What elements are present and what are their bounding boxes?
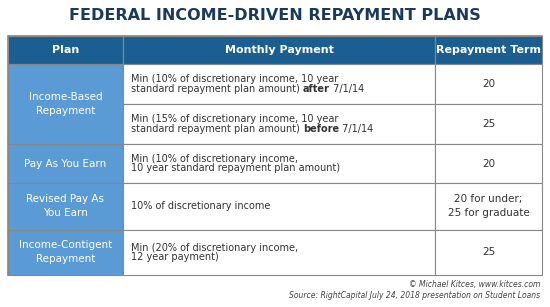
Bar: [435, 104, 542, 144]
Bar: [435, 144, 542, 183]
Text: 10 year standard repayment plan amount): 10 year standard repayment plan amount): [131, 163, 340, 173]
Text: after: after: [303, 84, 329, 94]
Text: Min (10% of discretionary income,: Min (10% of discretionary income,: [131, 154, 298, 164]
Text: 25: 25: [482, 247, 495, 257]
Text: 20 for under;
25 for graduate: 20 for under; 25 for graduate: [448, 194, 530, 218]
Text: 25: 25: [482, 119, 495, 129]
Text: Pay As You Earn: Pay As You Earn: [24, 159, 107, 169]
Text: 20: 20: [482, 159, 495, 169]
Bar: [8, 144, 123, 183]
Bar: [8, 230, 123, 275]
Bar: [123, 104, 435, 144]
Bar: [435, 183, 542, 230]
Text: Income-Based
Repayment: Income-Based Repayment: [29, 92, 102, 116]
Bar: [8, 64, 123, 144]
Bar: [8, 183, 123, 230]
Text: Min (20% of discretionary income,: Min (20% of discretionary income,: [131, 243, 298, 253]
Text: Min (15% of discretionary income, 10 year: Min (15% of discretionary income, 10 yea…: [131, 115, 338, 124]
Text: Plan: Plan: [52, 45, 79, 55]
Text: Source: RightCapital July 24, 2018 presentation on Student Loans: Source: RightCapital July 24, 2018 prese…: [289, 292, 540, 301]
Text: © Michael Kitces, www.kitces.com: © Michael Kitces, www.kitces.com: [409, 281, 540, 290]
Text: 7/1/14: 7/1/14: [329, 84, 364, 94]
Text: 10% of discretionary income: 10% of discretionary income: [131, 201, 270, 212]
Text: Monthly Payment: Monthly Payment: [224, 45, 333, 55]
Text: 20: 20: [482, 79, 495, 89]
Text: Repayment Term: Repayment Term: [436, 45, 541, 55]
Bar: [123, 230, 435, 275]
Text: Income-Contigent
Repayment: Income-Contigent Repayment: [19, 240, 112, 264]
Text: standard repayment plan amount): standard repayment plan amount): [131, 124, 303, 134]
Bar: [435, 64, 542, 104]
Bar: [123, 183, 435, 230]
Text: Min (10% of discretionary income, 10 year: Min (10% of discretionary income, 10 yea…: [131, 74, 338, 84]
Bar: [8, 36, 542, 64]
Bar: [123, 144, 435, 183]
Bar: [123, 64, 435, 104]
Bar: [435, 230, 542, 275]
Text: FEDERAL INCOME-DRIVEN REPAYMENT PLANS: FEDERAL INCOME-DRIVEN REPAYMENT PLANS: [69, 7, 481, 22]
Text: Revised Pay As
You Earn: Revised Pay As You Earn: [26, 194, 105, 218]
Bar: [8, 36, 542, 275]
Text: 12 year payment): 12 year payment): [131, 252, 218, 262]
Text: standard repayment plan amount): standard repayment plan amount): [131, 84, 303, 94]
Text: before: before: [303, 124, 339, 134]
Text: 7/1/14: 7/1/14: [339, 124, 373, 134]
